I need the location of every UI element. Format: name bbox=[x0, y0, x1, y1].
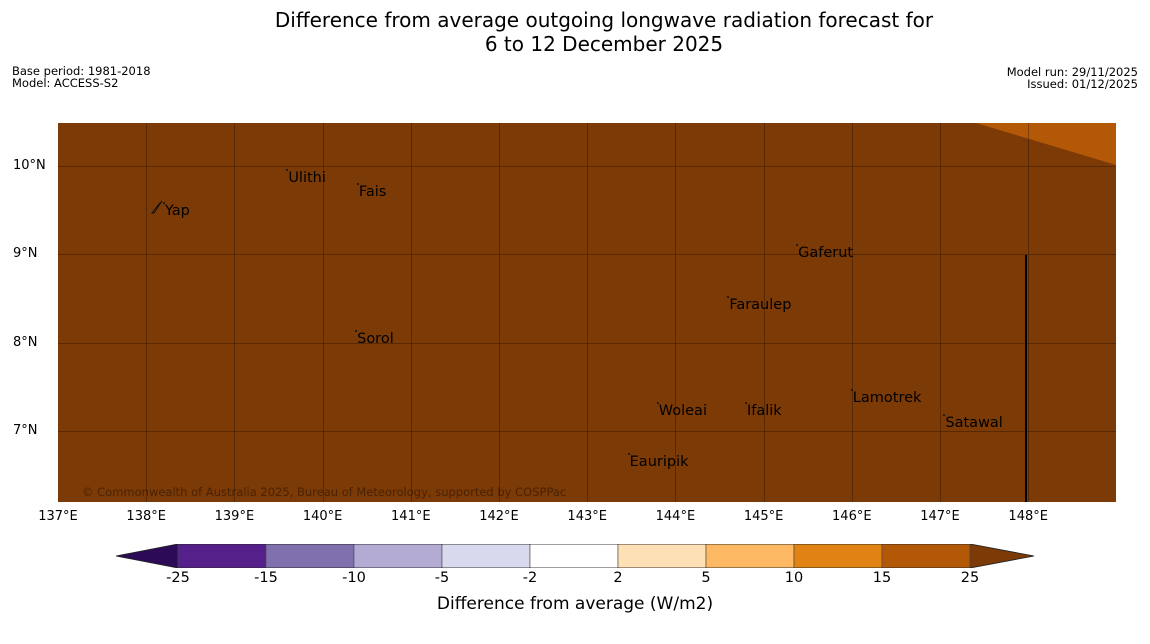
gridline-lat bbox=[58, 342, 1116, 344]
colorbar bbox=[116, 544, 1035, 568]
island-marker bbox=[627, 452, 630, 455]
issued-text: Issued: 01/12/2025 bbox=[1027, 77, 1138, 91]
lon-tick-label: 148°E bbox=[1008, 509, 1048, 524]
place-label-lamotrek[interactable]: Lamotrek bbox=[852, 390, 922, 407]
colorbar-swatch bbox=[617, 544, 707, 568]
lon-tick-label: 137°E bbox=[38, 509, 78, 524]
lat-tick-label: 9°N bbox=[13, 246, 38, 262]
info-right: Model run: 29/11/2025 Issued: 01/12/2025 bbox=[1007, 66, 1138, 90]
lon-tick-label: 143°E bbox=[567, 509, 607, 524]
island-marker bbox=[286, 168, 289, 171]
gridline-lon bbox=[499, 123, 500, 502]
lon-tick-label: 138°E bbox=[126, 509, 166, 524]
gridline-lat bbox=[58, 430, 1116, 432]
anomaly-shading bbox=[150, 123, 1116, 502]
colorbar-tick-label: -2 bbox=[522, 570, 538, 586]
colorbar-swatch bbox=[177, 544, 267, 568]
island-marker bbox=[744, 401, 747, 404]
gridline-lon bbox=[675, 123, 677, 502]
model-run-text: Model run: 29/11/2025 bbox=[1006, 65, 1138, 79]
colorbar-tick-label: -5 bbox=[434, 570, 450, 586]
place-label-ifalik[interactable]: Ifalik bbox=[746, 402, 782, 419]
colorbar-tick-label: 2 bbox=[613, 570, 623, 586]
lon-tick-label: 146°E bbox=[832, 509, 872, 524]
colorbar-tick-label: 25 bbox=[960, 570, 980, 586]
colorbar-swatch bbox=[705, 544, 795, 568]
gridline-lon bbox=[851, 123, 853, 502]
colorbar-tick-label: 5 bbox=[701, 570, 711, 586]
island-marker bbox=[943, 413, 946, 416]
high-anomaly-region bbox=[976, 123, 1116, 165]
map-title: Difference from average outgoing longwav… bbox=[0, 8, 1150, 56]
gridline-lon bbox=[146, 123, 148, 502]
colorbar-tick-label: -25 bbox=[166, 570, 190, 586]
island-marker bbox=[656, 401, 659, 404]
gridline-lon bbox=[763, 123, 765, 502]
colorbar-extend-high bbox=[969, 544, 1035, 568]
colorbar-title: Difference from average (W/m2) bbox=[436, 594, 714, 614]
place-label-fais[interactable]: Fais bbox=[358, 183, 387, 200]
gridline-lon bbox=[322, 123, 324, 502]
lon-tick-label: 140°E bbox=[302, 509, 343, 524]
lon-tick-label: 139°E bbox=[214, 509, 255, 524]
island-marker bbox=[796, 243, 799, 246]
place-label-faraulep[interactable]: Faraulep bbox=[729, 296, 792, 313]
colorbar-swatch bbox=[529, 544, 619, 568]
island-marker bbox=[850, 389, 853, 392]
place-label-satawal[interactable]: Satawal bbox=[945, 414, 1003, 431]
gridline-lon bbox=[587, 123, 589, 502]
colorbar-swatch bbox=[353, 544, 443, 568]
lon-tick-label: 144°E bbox=[655, 509, 696, 524]
lon-tick-label: 141°E bbox=[391, 509, 431, 524]
island-marker bbox=[162, 202, 165, 205]
island-marker bbox=[727, 295, 730, 298]
island-marker bbox=[356, 182, 359, 185]
place-label-gaferut[interactable]: Gaferut bbox=[798, 244, 854, 261]
island-marker bbox=[355, 330, 358, 333]
colorbar-swatch bbox=[793, 544, 883, 568]
colorbar-tick-label: -15 bbox=[254, 570, 278, 586]
title-line-1: Difference from average outgoing longwav… bbox=[274, 8, 934, 32]
place-label-eauripik[interactable]: Eauripik bbox=[629, 453, 689, 470]
place-label-ulithi[interactable]: Ulithi bbox=[288, 169, 326, 186]
base-period-text: Base period: 1981-2018 bbox=[12, 64, 151, 78]
colorbar-extend-low bbox=[116, 544, 179, 568]
gridline-lon bbox=[940, 123, 941, 502]
info-left: Base period: 1981-2018 Model: ACCESS-S2 bbox=[12, 65, 151, 89]
lon-tick-label: 145°E bbox=[743, 509, 784, 524]
model-text: Model: ACCESS-S2 bbox=[12, 76, 119, 90]
lat-tick-label: 10°N bbox=[13, 158, 46, 174]
gridline-lat bbox=[58, 254, 1116, 256]
colorbar-tick-label: -10 bbox=[342, 570, 366, 586]
place-label-sorol[interactable]: Sorol bbox=[357, 331, 394, 348]
colorbar-swatch bbox=[441, 544, 531, 568]
copyright-text: © Commonwealth of Australia 2025, Bureau… bbox=[82, 485, 567, 499]
lat-tick-label: 7°N bbox=[13, 422, 38, 438]
place-label-woleai[interactable]: Woleai bbox=[658, 402, 707, 419]
title-line-2: 6 to 12 December 2025 bbox=[484, 32, 724, 56]
gridline-lon bbox=[234, 123, 236, 502]
colorbar-swatch bbox=[265, 544, 355, 568]
lon-tick-label: 142°E bbox=[479, 509, 519, 524]
lat-tick-label: 8°N bbox=[13, 334, 38, 350]
yap-coastline bbox=[150, 200, 163, 214]
gridline-lon bbox=[1028, 123, 1030, 502]
colorbar-tick-label: 15 bbox=[872, 570, 892, 586]
gridline-lat bbox=[58, 166, 1116, 168]
colorbar-swatch bbox=[881, 544, 971, 568]
map-panel[interactable]: © Commonwealth of Australia 2025, Bureau… bbox=[58, 123, 1116, 502]
place-label-yap[interactable]: Yap bbox=[164, 203, 190, 220]
colorbar-tick-label: 10 bbox=[784, 570, 804, 586]
gridline-lon bbox=[410, 123, 412, 502]
lon-tick-label: 147°E bbox=[920, 509, 960, 524]
